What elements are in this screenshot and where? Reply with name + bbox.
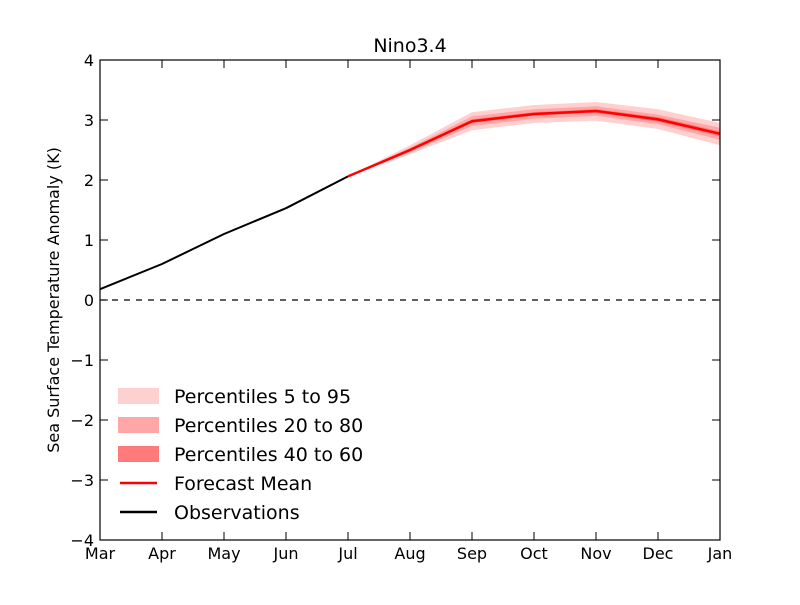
y-tick-label: 1 [84,231,94,250]
legend-label-percentiles-5-to-95: Percentiles 5 to 95 [174,386,351,408]
legend-label-percentiles-20-to-80: Percentiles 20 to 80 [174,415,363,437]
plot-area: Mar Apr May Jun Jul Aug Sep Oct Nov Dec Jan −4 −3 −2 −… [70,51,732,563]
x-tick-label: Jan [707,544,733,563]
x-tick-label: Apr [148,544,176,563]
band-percentiles-20-to-80 [348,106,720,177]
x-tick-label: Jul [337,544,357,563]
y-tick-label: −3 [70,471,94,490]
y-tick-label: −2 [70,411,94,430]
legend-swatch-percentiles-20-to-80 [118,417,159,433]
y-tick-label: −1 [70,351,94,370]
y-tick-label: 0 [84,291,94,310]
x-tick-label: Oct [520,544,548,563]
x-tick-label: Sep [457,544,487,563]
legend-swatch-percentiles-40-to-60 [118,446,159,462]
y-tick-label: −4 [70,531,94,550]
x-tick-label: Aug [394,544,425,563]
y-tick-label: 4 [84,51,94,70]
x-tick-label: Jun [273,544,299,563]
x-tick-label: Nov [580,544,611,563]
chart-title: Nino3.4 [373,35,446,57]
line-forecast-mean [347,109,721,178]
y-tick-label: 2 [84,171,94,190]
x-tick-label: May [207,544,240,563]
legend-label-forecast-mean: Forecast Mean [174,473,312,495]
legend-label-percentiles-40-to-60: Percentiles 40 to 60 [174,444,363,466]
y-axis-title: Sea Surface Temperature Anomaly (K) [44,147,63,453]
legend-label-observations: Observations [174,502,300,524]
y-tick-label: 3 [84,111,94,130]
x-tick-label: Mar [85,544,116,563]
legend-swatch-percentiles-5-to-95 [118,388,159,404]
axes-frame [99,59,721,541]
line-observations [99,175,349,291]
band-percentiles-5-to-95 [348,102,720,177]
x-tick-label: Dec [643,544,674,563]
